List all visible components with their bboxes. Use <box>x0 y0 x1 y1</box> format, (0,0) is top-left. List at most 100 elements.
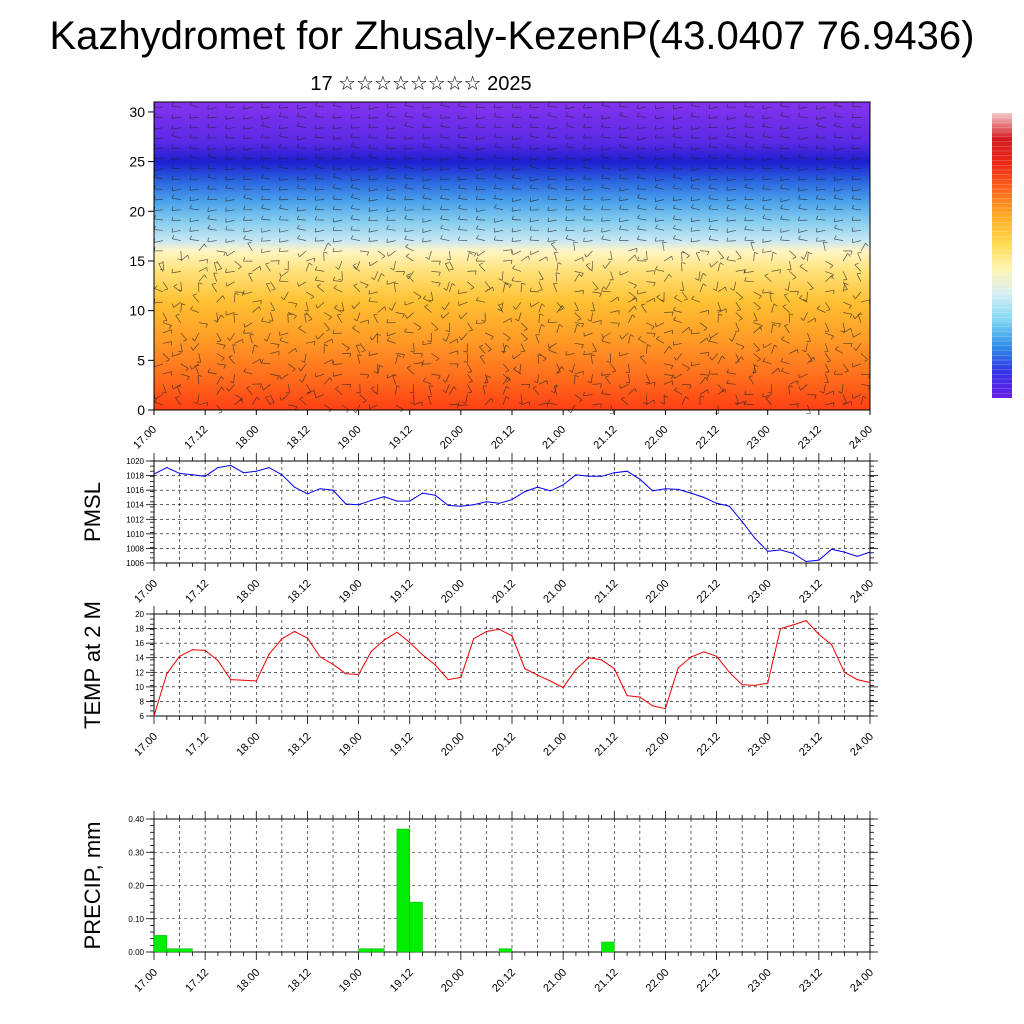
data-point <box>716 502 718 504</box>
x-tick-label: 19.00 <box>337 967 365 995</box>
data-point <box>370 650 372 652</box>
data-point <box>639 478 641 480</box>
data-point <box>498 628 500 630</box>
data-point <box>779 549 782 551</box>
data-point <box>869 551 871 553</box>
x-tick-label: 24.00 <box>847 424 875 452</box>
data-point <box>383 639 385 641</box>
x-tick-label: 24.00 <box>848 967 876 995</box>
y-tick-label: 1016 <box>126 486 144 495</box>
data-point <box>434 664 436 666</box>
y-tick-label: 0 <box>137 402 145 418</box>
precip-bar <box>179 948 193 953</box>
data-point <box>524 491 526 493</box>
precip-panel: 0.00 0.10 0.20 0.30 0.40 17.00 17.12 18.00 18.12… <box>80 811 878 995</box>
data-point <box>166 467 168 469</box>
data-point <box>511 635 513 637</box>
data-point <box>191 474 193 476</box>
data-point <box>856 555 858 558</box>
data-point <box>255 470 257 472</box>
x-tick-label: 23.12 <box>797 731 825 759</box>
temp-panel: 6 8 10 12 14 16 18 20 17.00 17.12 18.00 18.12 19.00 1… <box>80 601 878 759</box>
data-point <box>549 490 552 492</box>
x-tick-label: 18.12 <box>285 424 313 452</box>
x-tick-label: 21.12 <box>592 731 620 759</box>
data-point <box>754 684 756 687</box>
y-tick-label: 1012 <box>126 515 144 524</box>
precip-bar <box>166 948 180 953</box>
x-tick-label: 22.12 <box>695 578 723 606</box>
x-tick-label: 20.00 <box>438 424 466 452</box>
data-point <box>179 472 181 474</box>
y-tick-label: 20 <box>135 610 144 619</box>
x-tick-label: 21.00 <box>541 731 569 759</box>
x-tick-label: 22.00 <box>644 967 672 995</box>
y-axis-title: TEMP at 2 M <box>80 601 105 729</box>
y-tick-label: 5 <box>137 352 145 368</box>
data-point <box>664 488 667 490</box>
x-tick-label: 23.00 <box>745 424 773 452</box>
x-tick-label: 20.12 <box>489 424 517 452</box>
data-point <box>703 651 705 653</box>
data-point <box>345 673 347 675</box>
data-point <box>690 656 692 658</box>
x-tick-label: 21.00 <box>540 424 568 452</box>
data-point <box>741 684 743 686</box>
data-point <box>447 679 449 681</box>
data-point <box>191 649 193 651</box>
x-tick-label: 21.00 <box>541 967 569 995</box>
x-tick-label: 23.12 <box>797 578 825 606</box>
y-tick-label: 1020 <box>126 457 144 466</box>
data-point <box>703 496 705 498</box>
data-point <box>268 653 270 655</box>
x-tick-label: 22.12 <box>695 967 723 995</box>
axis-ticks <box>146 453 878 571</box>
y-tick-label: 18 <box>135 625 144 634</box>
x-tick-label: 23.12 <box>796 424 824 452</box>
grid <box>154 614 870 716</box>
pmsl-panel: 1006 1008 1010 1012 1014 1016 1018 1020 17.00 17.… <box>80 453 878 606</box>
x-tick-label: 20.12 <box>490 578 518 606</box>
y-tick-label: 0.00 <box>128 948 144 957</box>
grid <box>154 819 870 952</box>
x-tick-label: 22.00 <box>643 424 671 452</box>
x-tick-label: 21.12 <box>592 578 620 606</box>
data-point <box>319 656 321 658</box>
y-tick-label: 1010 <box>126 530 144 539</box>
x-tick-label: 22.12 <box>694 424 722 452</box>
data-point <box>716 655 718 657</box>
x-tick-label: 17.00 <box>132 731 160 759</box>
x-tick-label: 20.00 <box>439 967 467 995</box>
data-point <box>473 504 475 506</box>
series-points <box>153 620 871 717</box>
data-point <box>358 504 360 506</box>
data-point <box>268 467 270 469</box>
data-point <box>217 467 219 469</box>
x-tick-label: 18.00 <box>234 731 262 759</box>
x-tick-label: 19.12 <box>388 967 416 995</box>
data-point <box>588 475 590 477</box>
data-point <box>652 705 654 707</box>
data-point <box>153 715 155 717</box>
data-point <box>856 679 858 681</box>
data-point <box>613 668 615 670</box>
x-tick-label: 17.12 <box>183 578 211 606</box>
x-tick-label: 19.12 <box>388 578 416 606</box>
data-point <box>652 490 654 492</box>
y-tick-label: 15 <box>129 253 145 269</box>
data-point <box>831 548 833 550</box>
x-tick-label: 21.00 <box>541 578 569 606</box>
chart-subtitle: 17 ☆☆☆☆☆☆☆☆ 2025 <box>310 73 532 95</box>
data-point <box>805 620 807 622</box>
y-tick-label: 8 <box>140 697 145 706</box>
x-tick-label: 23.00 <box>746 578 774 606</box>
wind-barbs <box>153 101 871 415</box>
x-tick-label: 17.12 <box>183 967 211 995</box>
y-tick-label: 14 <box>135 654 144 663</box>
data-point <box>319 488 321 490</box>
y-tick-label: 10 <box>135 683 144 692</box>
x-tick-label: 23.12 <box>797 967 825 995</box>
data-point <box>230 679 232 681</box>
data-point <box>473 638 475 640</box>
x-tick-label: 18.00 <box>234 967 262 995</box>
